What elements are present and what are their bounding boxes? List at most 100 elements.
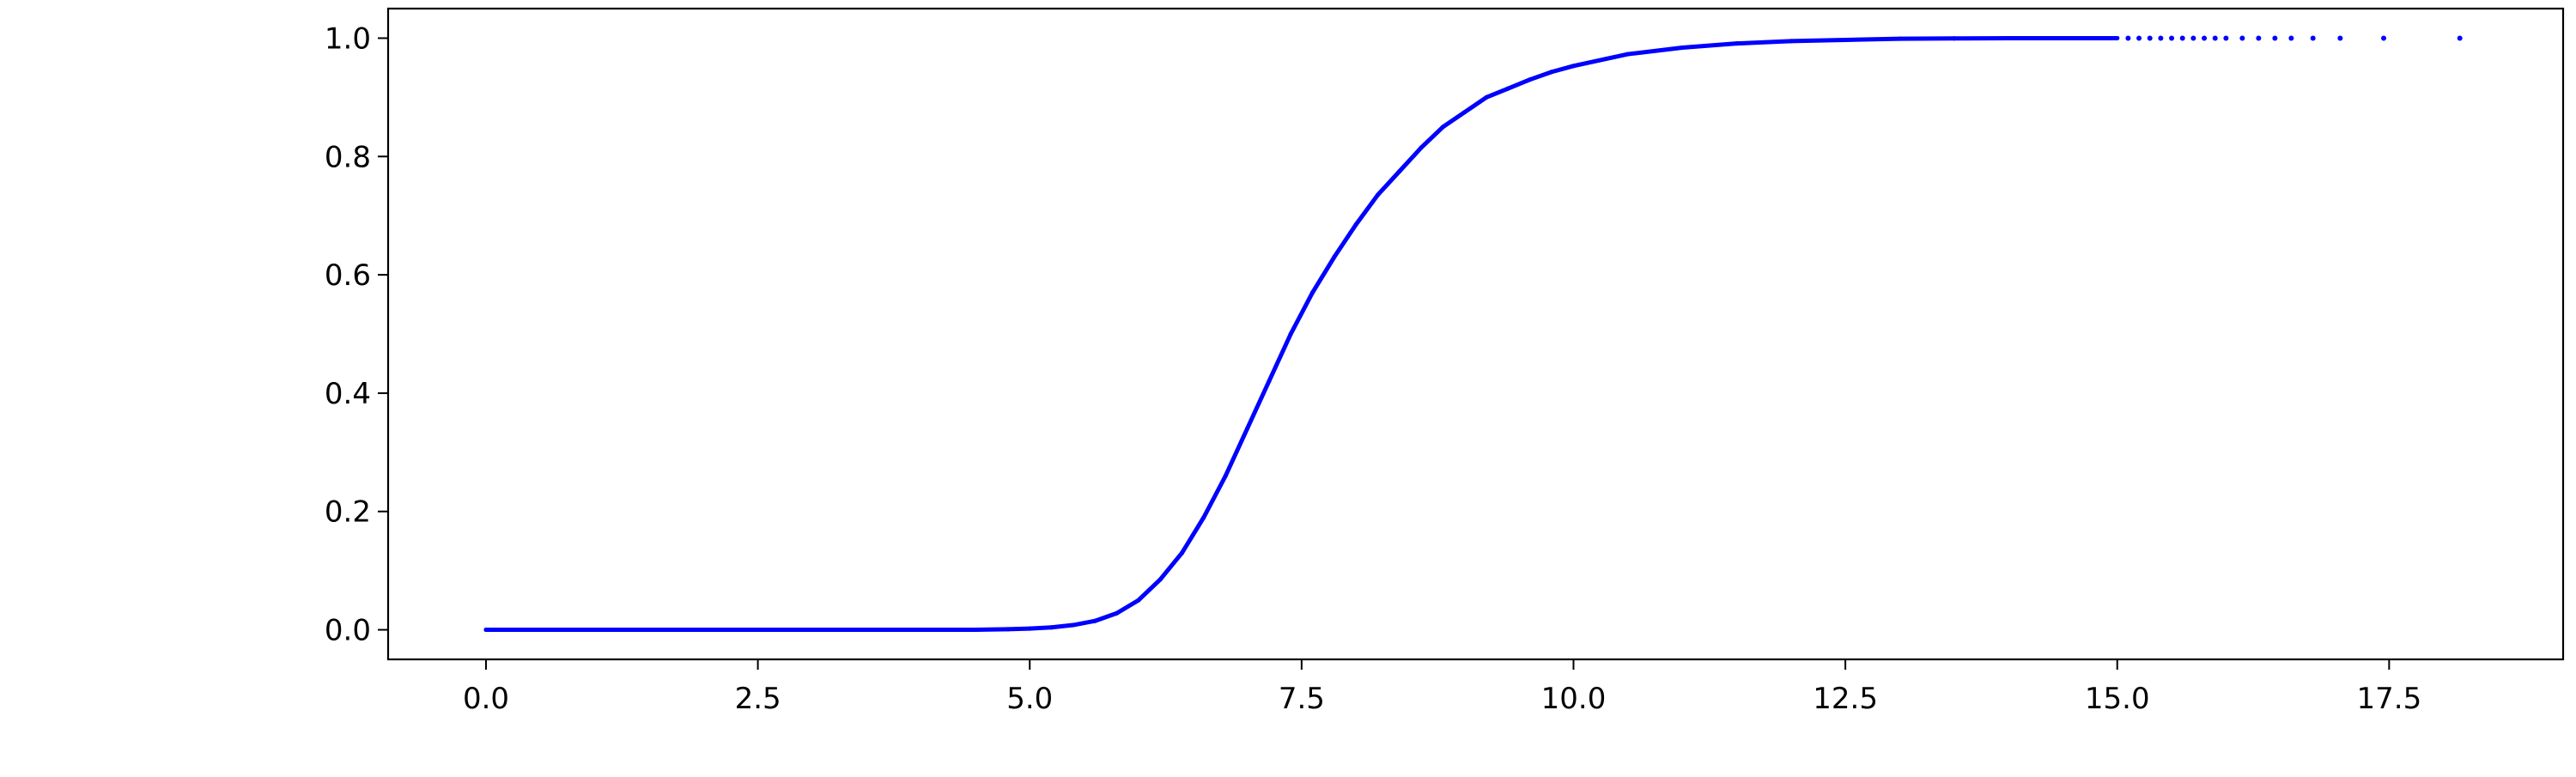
y-tick-label: 0.0 [325,614,371,648]
data-point [2061,36,2065,40]
data-point [1397,169,1401,173]
data-point [2337,35,2342,40]
data-point [1441,124,1445,129]
data-point [1158,577,1163,581]
data-point [1462,110,1467,114]
data-point [810,628,814,632]
x-tick-label: 10.0 [1541,682,1607,716]
series-segment [1628,47,1682,54]
series-segment [1095,613,1116,621]
data-point [2223,35,2228,40]
data-point [2458,35,2463,40]
series-segment [1552,66,1573,72]
series-segment [1378,172,1400,196]
data-point [702,628,706,632]
series-segment [1052,625,1073,628]
y-tick-label: 0.8 [325,140,371,174]
data-point [2180,35,2185,40]
y-tick-label: 0.2 [325,495,371,530]
data-point [1844,38,1848,42]
data-point [1735,41,1739,46]
data-point [1071,623,1075,628]
data-point [2158,35,2163,40]
data-point [1180,550,1184,555]
data-point [1115,611,1119,616]
series-segment [1682,44,1736,48]
series-segment [1182,518,1204,553]
series-segment [1160,553,1182,580]
data-point [1267,379,1271,384]
data-point [2256,35,2261,40]
data-point [2190,35,2196,40]
series-segment [1508,80,1529,88]
data-point [973,628,977,632]
data-point [1898,37,1902,41]
data-point [1789,39,1793,43]
x-tick-label: 0.0 [463,682,509,716]
data-point [1201,515,1206,519]
data-point [592,628,597,632]
data-point [2007,36,2011,40]
series-segment [1486,88,1508,97]
data-point [2148,35,2153,40]
x-tick-label: 7.5 [1279,682,1325,716]
series-segment [1225,428,1247,476]
data-point [2239,35,2245,40]
series-segment [1073,621,1095,625]
data-point [1224,474,1228,478]
series-segment [1791,40,1845,41]
data-point [1571,64,1576,68]
data-point [2169,35,2174,40]
y-tick-label: 0.6 [325,258,371,293]
series-segment [1117,600,1139,613]
data-point [1952,36,1956,40]
data-point [1093,619,1097,623]
axis-layer: 0.0 2.5 5.0 7.5 10.0 12.5 15.0 17.5 0.0 0.2 0.4 0.6… [325,21,2421,716]
data-point [2311,35,2316,40]
y-tick-label: 1.0 [325,21,371,56]
data-point [2272,35,2277,40]
data-point [2381,35,2386,40]
data-point [1028,627,1032,631]
x-tick-label: 2.5 [735,682,781,716]
data-point [1680,46,1685,50]
series-layer [483,35,2462,632]
x-tick-label: 12.5 [1813,682,1878,716]
series-segment [1248,381,1269,428]
series-segment [1269,334,1291,381]
series-segment [1291,293,1312,334]
data-point [1310,290,1315,294]
data-point [1245,427,1249,431]
y-tick-label: 0.4 [325,377,371,411]
series-segment [1334,225,1356,258]
data-point [1485,95,1489,100]
series-segment [975,629,1008,630]
series-segment [1530,72,1552,80]
data-point [1625,52,1630,57]
x-tick-label: 15.0 [2085,682,2150,716]
data-point [1136,598,1140,603]
series-segment [1313,257,1334,292]
data-point [1354,222,1358,227]
data-point [2136,35,2142,40]
series-segment [1573,54,1627,66]
series-segment [1204,476,1225,517]
data-point [919,628,923,632]
data-point [2288,35,2293,40]
x-tick-label: 5.0 [1006,682,1053,716]
x-tick-label: 17.5 [2357,682,2422,716]
data-point [1550,70,1554,74]
series-segment [1465,97,1486,112]
series-segment [1421,127,1443,148]
series-segment [1008,628,1030,629]
data-point [1005,627,1010,631]
data-point [2213,35,2218,40]
series-segment [1356,195,1377,224]
series-segment [1139,580,1160,600]
series-segment [1736,41,1790,44]
data-point [483,628,488,632]
series-segment [1400,148,1421,172]
data-point [2125,35,2130,40]
